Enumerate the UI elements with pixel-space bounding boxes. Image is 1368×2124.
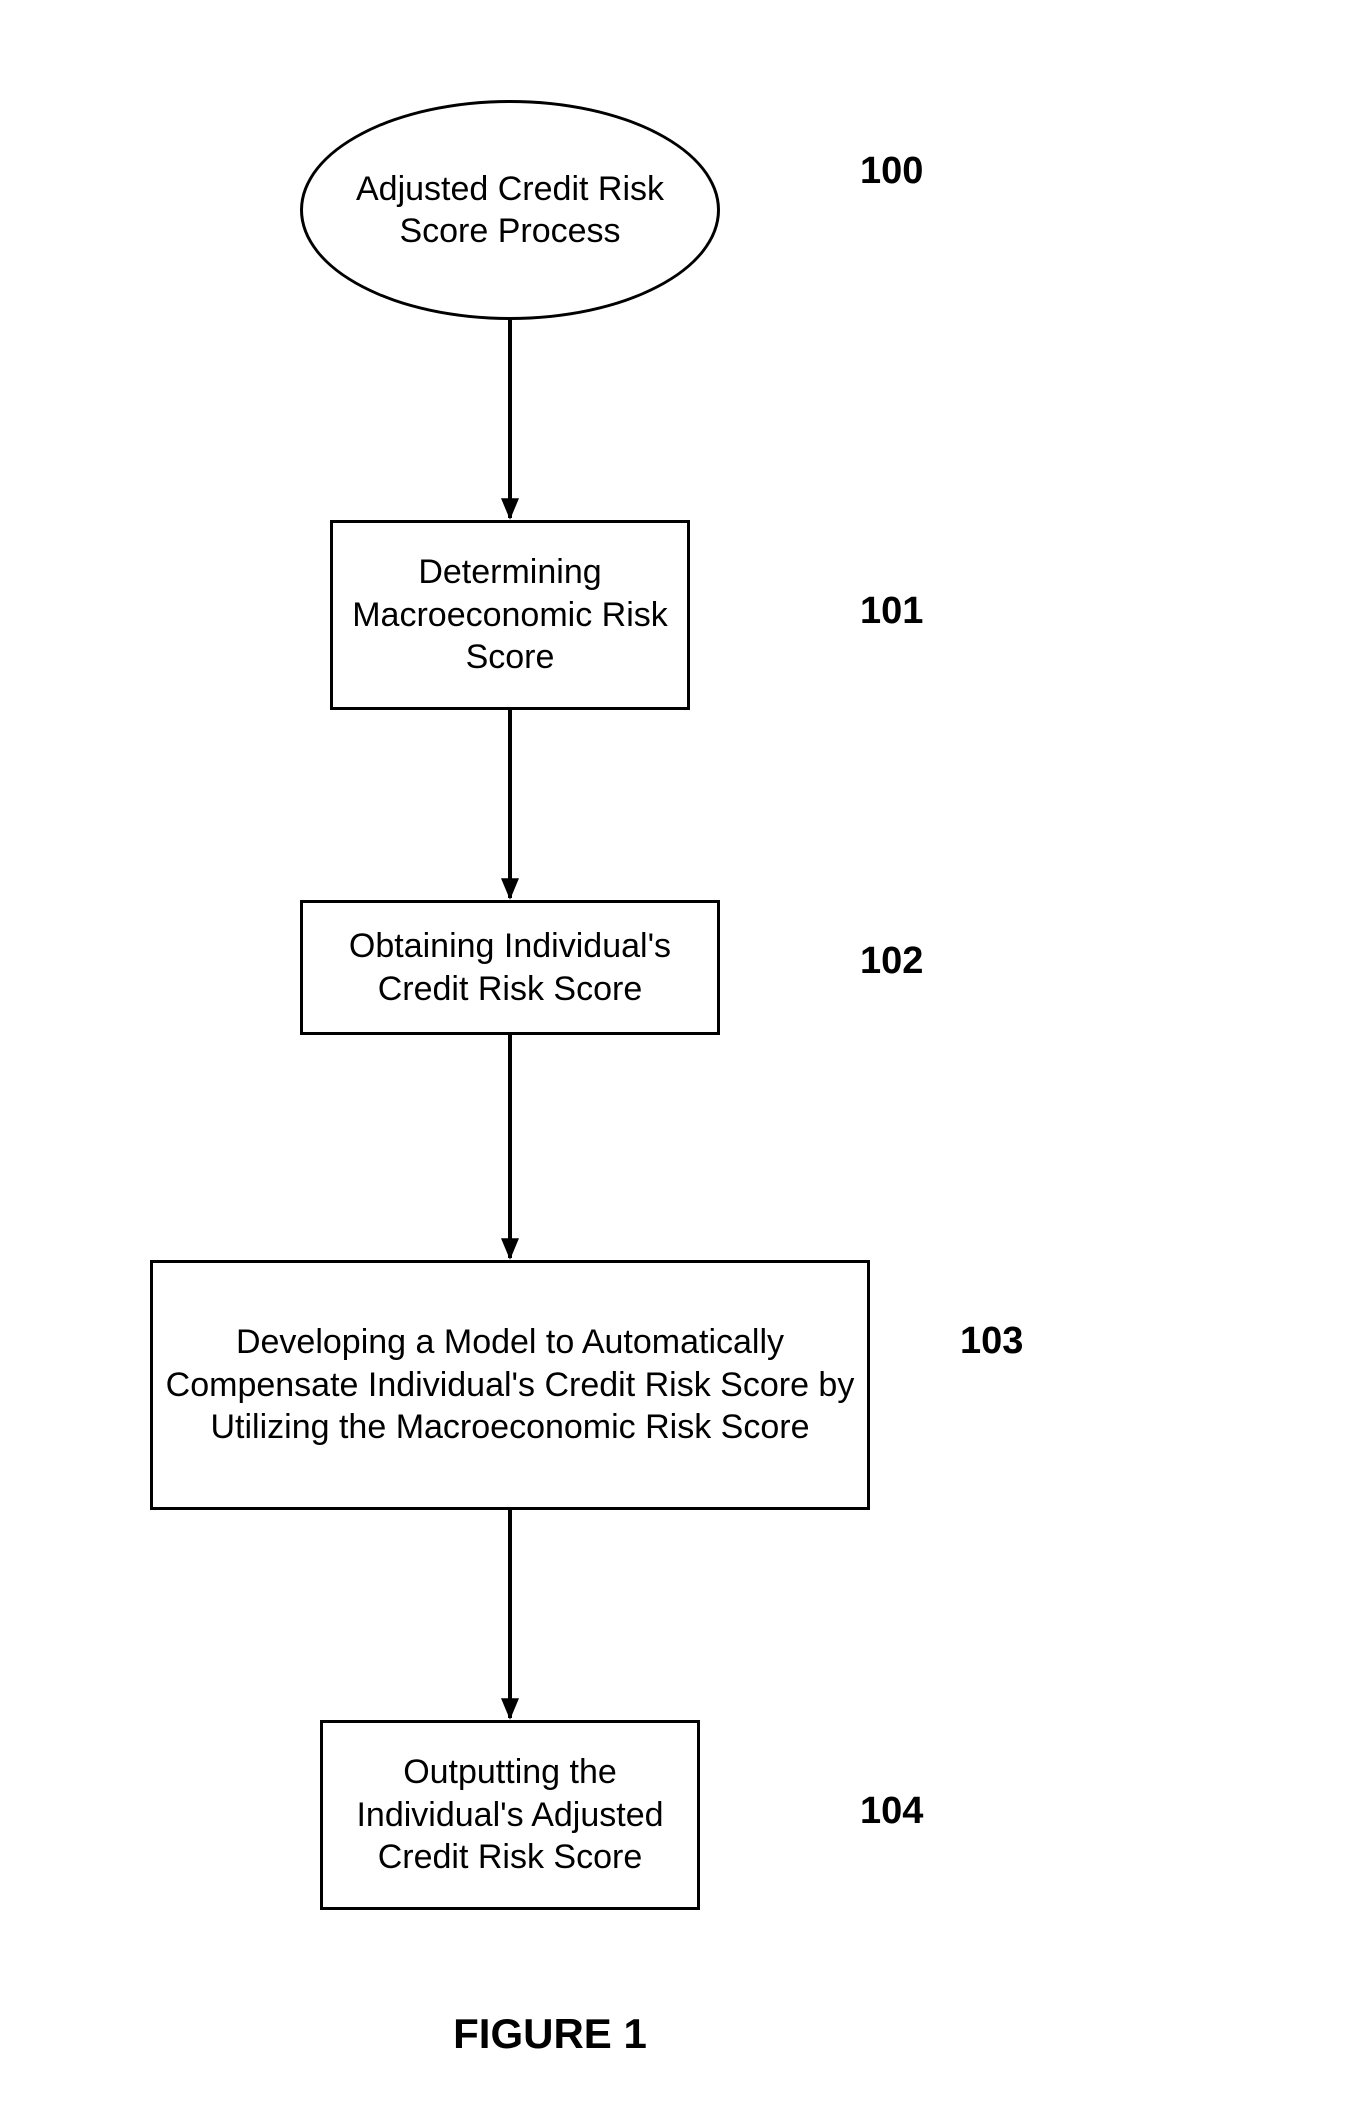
step3-node: Developing a Model to Automatically Comp… — [150, 1260, 870, 1510]
flowchart-canvas: Adjusted Credit Risk Score Process 100 D… — [0, 0, 1368, 2124]
ref-label-102: 102 — [860, 940, 923, 983]
figure-title: FIGURE 1 — [400, 2010, 700, 2058]
ref-label-103: 103 — [960, 1320, 1023, 1363]
start-node-text: Adjusted Credit Risk Score Process — [315, 168, 705, 253]
start-node: Adjusted Credit Risk Score Process — [300, 100, 720, 320]
ref-label-101: 101 — [860, 590, 923, 633]
step2-node-text: Obtaining Individual's Credit Risk Score — [315, 925, 705, 1010]
step3-node-text: Developing a Model to Automatically Comp… — [165, 1321, 855, 1449]
step2-node: Obtaining Individual's Credit Risk Score — [300, 900, 720, 1035]
step4-node: Outputting the Individual's Adjusted Cre… — [320, 1720, 700, 1910]
ref-label-104: 104 — [860, 1790, 923, 1833]
step1-node: Determining Macroeconomic Risk Score — [330, 520, 690, 710]
step4-node-text: Outputting the Individual's Adjusted Cre… — [335, 1751, 685, 1879]
ref-label-100: 100 — [860, 150, 923, 193]
step1-node-text: Determining Macroeconomic Risk Score — [345, 551, 675, 679]
